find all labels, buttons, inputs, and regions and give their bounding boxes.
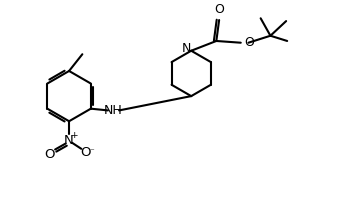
Text: N: N [182, 43, 191, 55]
Text: N: N [63, 134, 73, 147]
Text: O: O [244, 36, 254, 49]
Text: O: O [214, 3, 224, 16]
Text: O: O [81, 147, 91, 159]
Text: O: O [44, 148, 54, 161]
Text: ⁻: ⁻ [89, 148, 94, 156]
Text: NH: NH [104, 104, 123, 117]
Text: +: + [71, 131, 78, 140]
